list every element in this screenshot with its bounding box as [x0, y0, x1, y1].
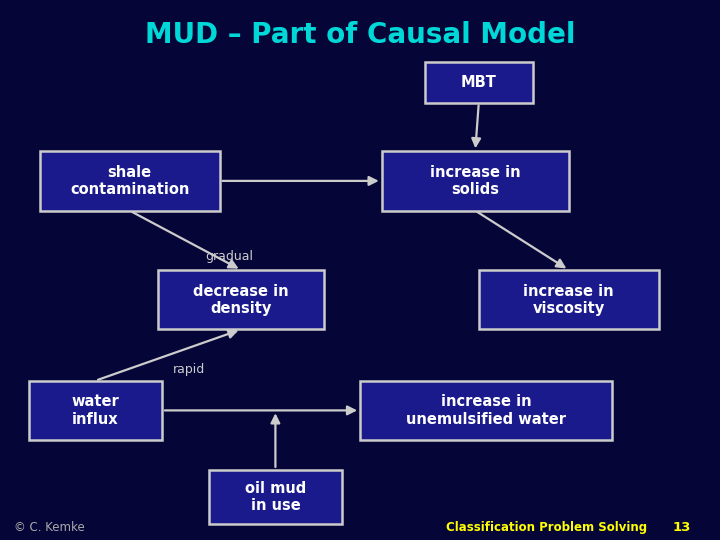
Text: Classification Problem Solving: Classification Problem Solving [446, 521, 647, 534]
Text: gradual: gradual [205, 250, 253, 263]
FancyBboxPatch shape [40, 151, 220, 211]
Text: decrease in
density: decrease in density [194, 284, 289, 316]
FancyBboxPatch shape [158, 270, 324, 329]
Text: water
influx: water influx [71, 394, 120, 427]
Text: increase in
solids: increase in solids [430, 165, 521, 197]
Text: oil mud
in use: oil mud in use [245, 481, 306, 513]
FancyBboxPatch shape [425, 62, 533, 103]
Text: shale
contamination: shale contamination [70, 165, 189, 197]
Text: © C. Kemke: © C. Kemke [14, 521, 85, 534]
FancyBboxPatch shape [209, 470, 342, 524]
FancyBboxPatch shape [479, 270, 659, 329]
Text: 13: 13 [672, 521, 691, 534]
Text: increase in
viscosity: increase in viscosity [523, 284, 614, 316]
Text: MUD – Part of Causal Model: MUD – Part of Causal Model [145, 21, 575, 49]
FancyBboxPatch shape [382, 151, 569, 211]
Text: rapid: rapid [173, 363, 205, 376]
Text: increase in
unemulsified water: increase in unemulsified water [406, 394, 566, 427]
FancyBboxPatch shape [29, 381, 162, 440]
FancyBboxPatch shape [360, 381, 612, 440]
Text: MBT: MBT [461, 75, 497, 90]
